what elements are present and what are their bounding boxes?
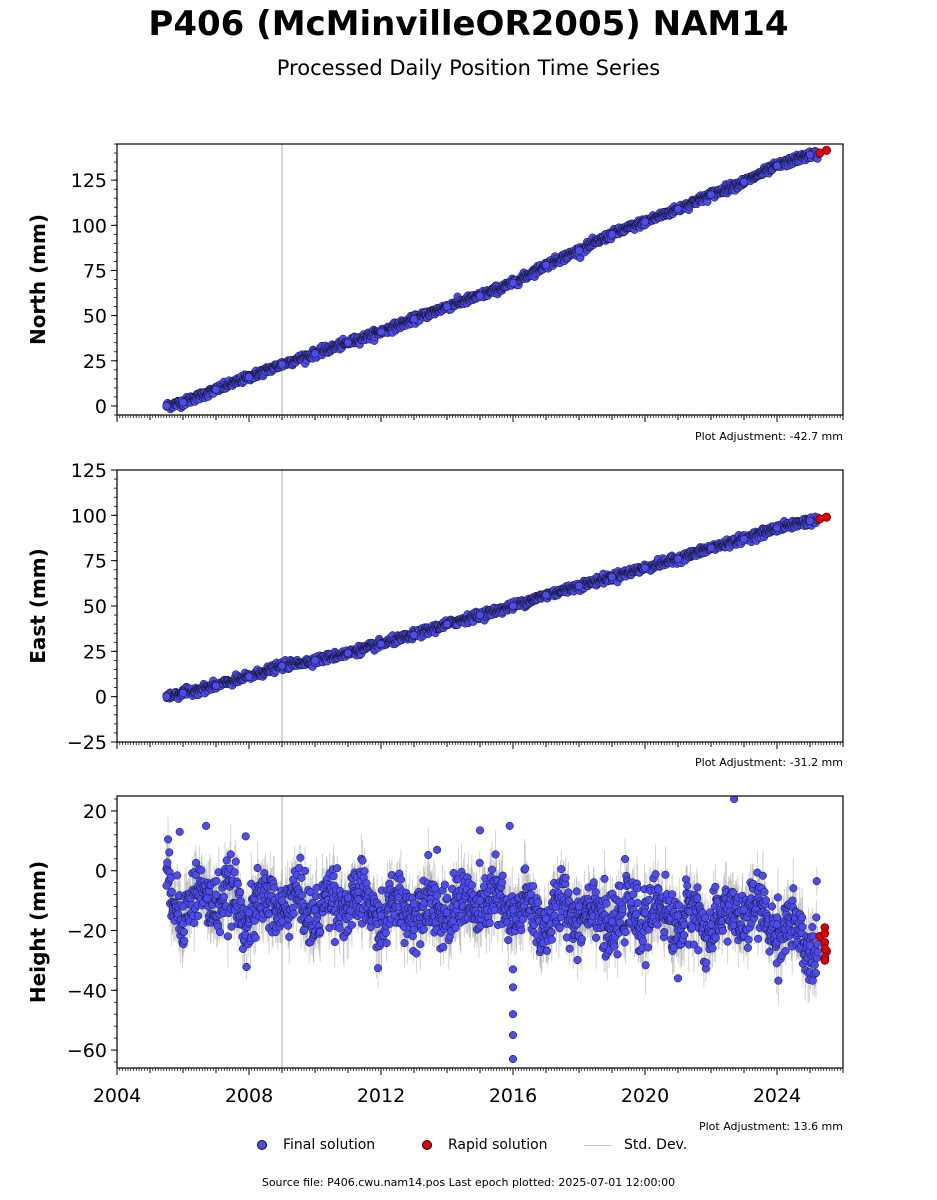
- y-tick-label: 100: [71, 215, 107, 237]
- final-solution-points: [162, 146, 822, 414]
- final-point: [706, 190, 716, 199]
- plot-area: [162, 470, 831, 742]
- final-point: [178, 398, 188, 407]
- y-tick-label: 75: [83, 260, 107, 282]
- final-point: [541, 260, 551, 270]
- chart-title: P406 (McMinvilleOR2005) NAM14: [148, 4, 789, 44]
- final-point: [343, 338, 353, 347]
- final-point: [772, 161, 782, 170]
- final-point: [805, 150, 815, 159]
- final-point: [508, 279, 518, 288]
- panel-north: 0 25 50 75 100 125 North (mm) Plot Adjustment: …: [26, 143, 844, 443]
- final-point: [442, 302, 452, 311]
- rapid-solution-points: [815, 145, 831, 158]
- final-point: [574, 246, 584, 255]
- plot-adjustment-label: Plot Adjustment: -42.7 mm: [695, 430, 843, 443]
- final-point: [277, 360, 287, 369]
- y-tick-label: 50: [83, 306, 107, 328]
- final-point: [310, 349, 320, 358]
- final-point: [739, 177, 749, 186]
- final-point: [475, 291, 485, 300]
- rapid-point: [821, 145, 831, 155]
- chart-subtitle: Processed Daily Position Time Series: [276, 56, 661, 80]
- plot-area: [162, 144, 831, 415]
- final-point: [607, 230, 617, 239]
- final-point: [211, 385, 221, 394]
- final-point: [673, 204, 683, 214]
- y-tick-label: 125: [71, 170, 107, 192]
- y-tick-label: 25: [83, 351, 107, 373]
- final-point: [376, 327, 386, 336]
- final-point: [409, 315, 419, 324]
- final-point: [162, 401, 171, 411]
- final-point: [244, 373, 254, 382]
- final-point: [640, 217, 650, 226]
- y-tick-label: 0: [95, 396, 107, 418]
- y-axis-label: North (mm): [26, 214, 50, 345]
